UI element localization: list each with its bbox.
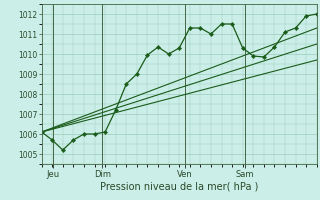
X-axis label: Pression niveau de la mer( hPa ): Pression niveau de la mer( hPa ) — [100, 181, 258, 191]
